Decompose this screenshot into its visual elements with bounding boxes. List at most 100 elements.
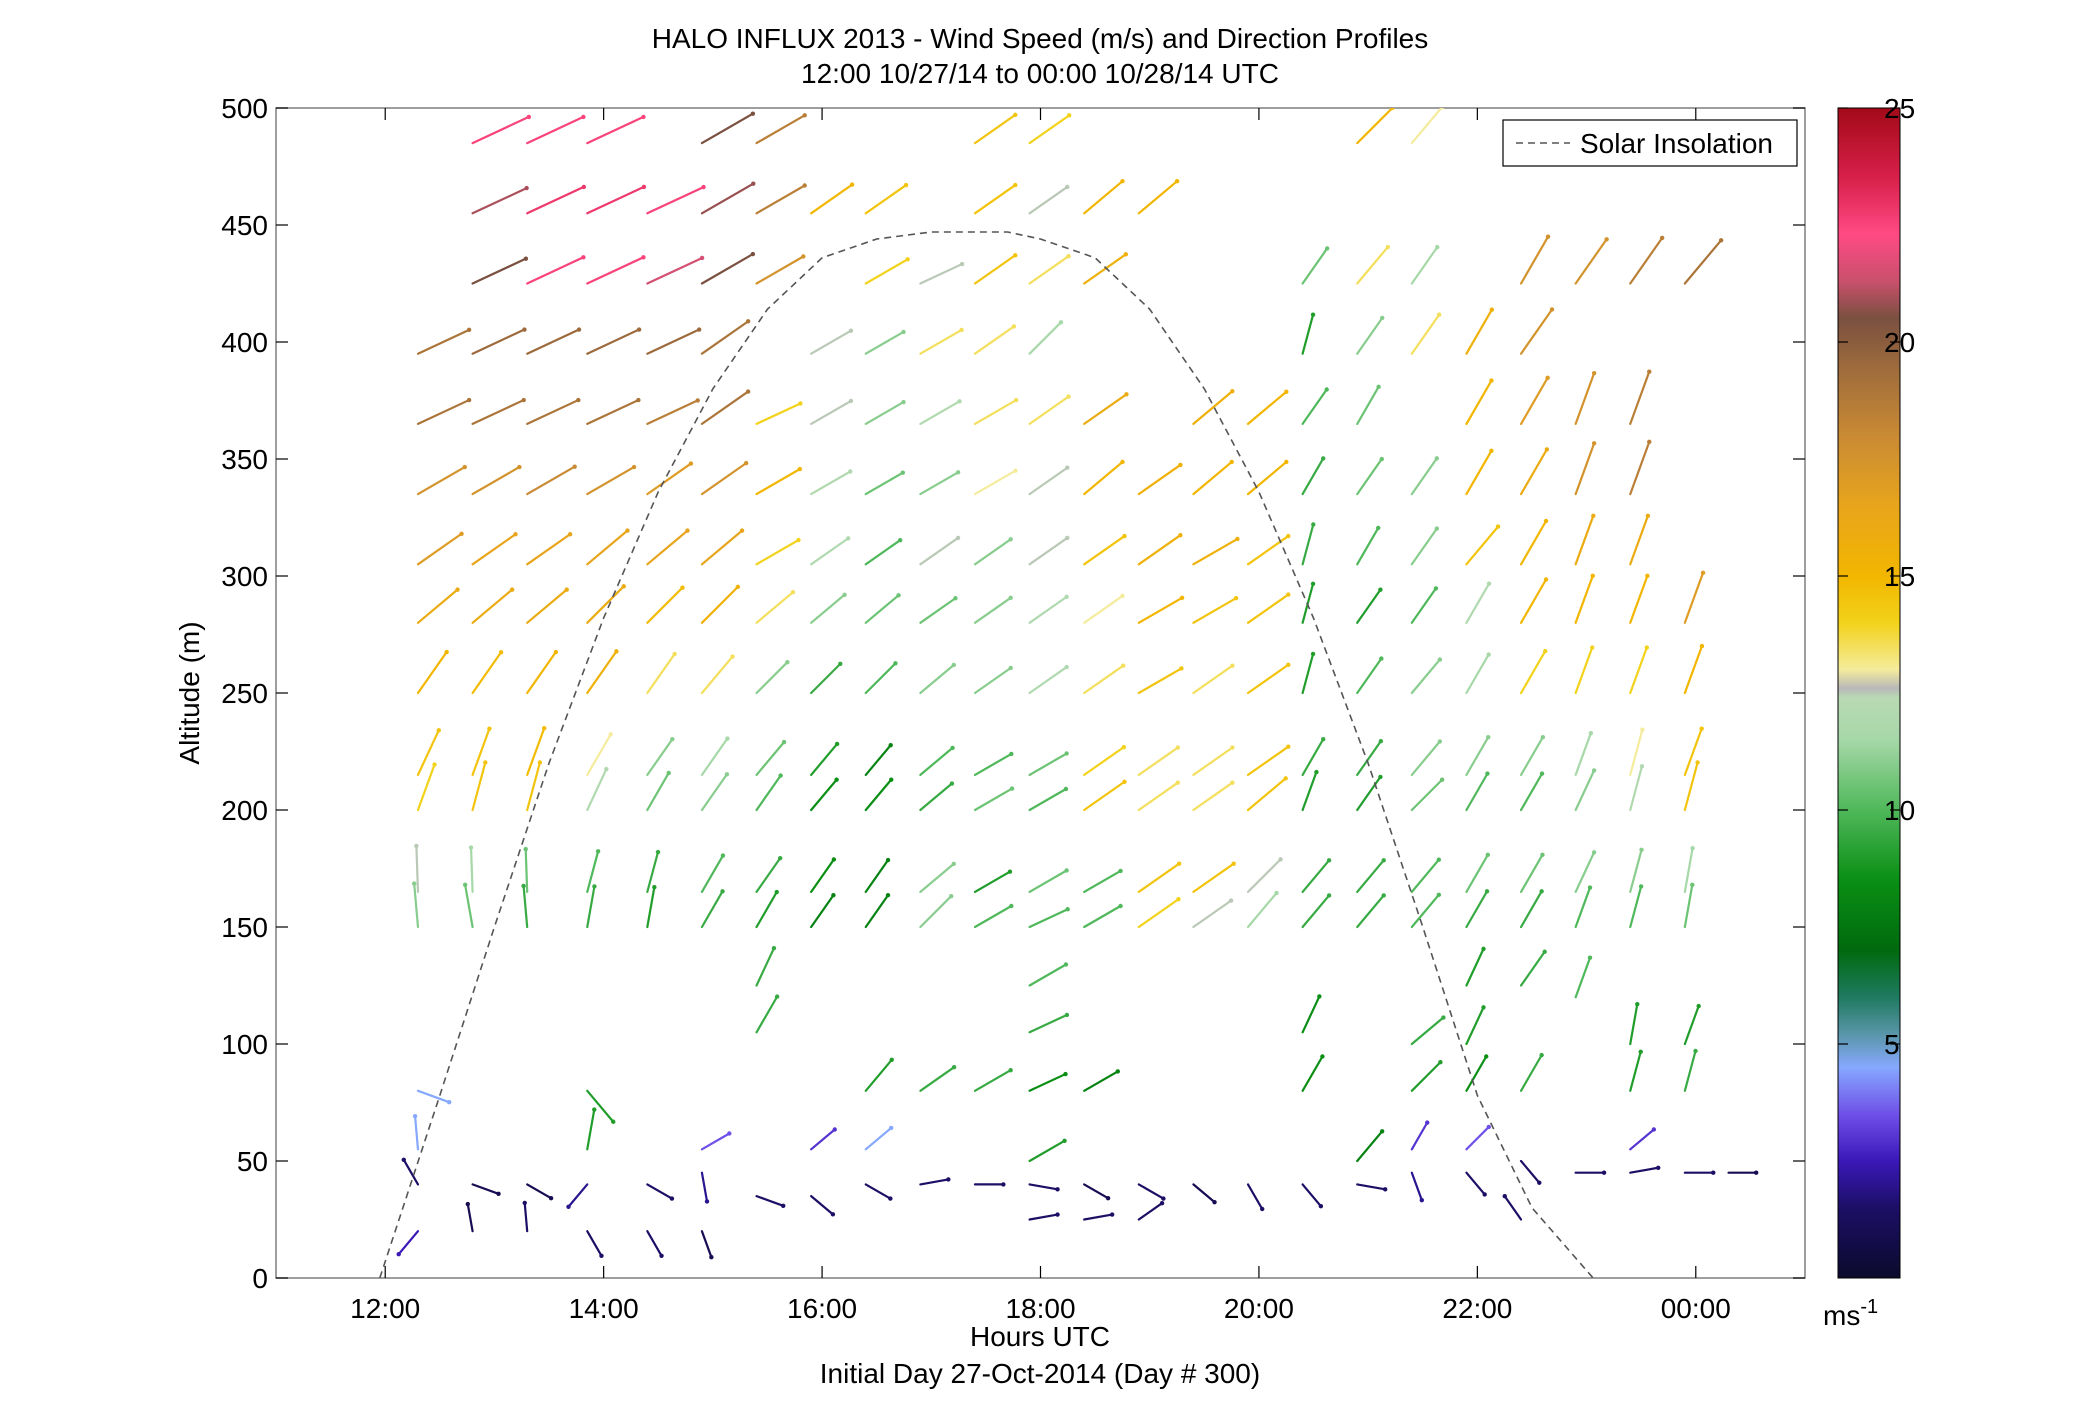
wind-vector [755,590,796,624]
wind-vector [973,112,1018,145]
y-tick-label: 150 [221,912,268,943]
wind-vector [1465,946,1486,987]
wind-vector [755,739,787,777]
wind-vector [1502,1194,1523,1221]
wind-vector [416,531,464,566]
wind-vector [586,766,609,812]
wind-vector [919,535,961,566]
wind-vector [1574,513,1596,566]
wind-vector [700,889,725,929]
wind-vector [646,528,690,566]
wind-vector [465,1201,474,1233]
wind-vector [1192,596,1239,624]
wind-vector [522,1200,529,1233]
wind-vector [1028,113,1072,145]
wind-vector [526,760,543,812]
wind-vector [700,1131,732,1151]
wind-vector [1301,737,1326,777]
wind-vector [1727,1170,1759,1175]
colorbar-tick-label: 20 [1884,327,1915,358]
wind-vector [1192,1183,1217,1205]
wind-vector [1465,1171,1487,1197]
wind-vector [1192,663,1235,695]
wind-vector [1410,857,1442,894]
wind-vector [1683,238,1724,285]
wind-vector [1028,394,1071,425]
wind-vector [1356,893,1386,929]
wind-vector [1519,648,1548,695]
wind-vector [1683,570,1706,624]
wind-vector [864,399,906,425]
wind-vector [586,1230,604,1258]
wind-vector [755,1194,786,1209]
wind-vector [810,741,840,777]
wind-vector [1465,734,1491,777]
wind-vector [1683,643,1705,695]
wind-vector [1356,456,1384,496]
wind-vector [1301,246,1330,285]
wind-vector [526,464,577,496]
wind-vector [471,1183,501,1197]
wind-vector [1410,586,1439,624]
wind-vector [864,893,891,929]
wind-vector [1410,1171,1425,1203]
wind-vector [1629,513,1651,566]
wind-vector [1356,1129,1385,1163]
legend-entry-solar: Solar Insolation [1580,128,1773,159]
wind-vector [416,762,437,812]
wind-vector [810,328,854,355]
wind-vector [1519,307,1555,355]
wind-vector [864,593,901,624]
wind-vector [1356,656,1384,695]
wind-vector [1519,949,1547,987]
wind-vector [1137,1183,1166,1201]
wind-vector [755,855,783,894]
wind-vector [864,661,898,695]
wind-vector [471,327,527,355]
wind-vector [471,760,488,812]
wind-vector [1083,744,1127,777]
y-tick-label: 50 [237,1146,268,1177]
wind-vector [471,464,522,496]
wind-vector [1629,884,1644,929]
colorbar-unit-base: ms [1823,1300,1860,1331]
wind-vector [646,1230,664,1258]
wind-vector [1192,898,1234,929]
wind-vector [1574,885,1593,929]
wind-vector [1683,1003,1701,1046]
wind-vector [864,1057,894,1092]
wind-vector [1028,1183,1060,1192]
y-tick-label: 250 [221,678,268,709]
wind-vector [973,1068,1013,1092]
wind-vector [1629,369,1652,425]
wind-vector [1028,594,1069,624]
wind-vector [1301,312,1316,355]
wind-vector [586,184,647,215]
wind-vector [1574,850,1597,894]
wind-vector [755,401,803,425]
wind-vector [700,772,730,812]
wind-vector [1137,861,1182,894]
colorbar-tick-label: 25 [1884,93,1915,124]
wind-vector [1574,768,1597,812]
wind-vector [1629,847,1644,894]
wind-vector [401,1157,420,1186]
wind-vector [416,1089,452,1105]
wind-vector [1519,1159,1542,1185]
wind-vector [1410,1120,1430,1151]
wind-vector [521,883,529,929]
wind-vector [1356,858,1386,894]
wind-vector [1574,730,1594,777]
wind-vector [1465,889,1490,929]
wind-vector [1356,244,1391,285]
wind-vector [1574,370,1597,425]
wind-vector [973,751,1014,777]
wind-vector [864,329,906,355]
wind-vector [586,1107,597,1151]
wind-vector [1356,525,1381,566]
wind-vector [1519,734,1546,777]
y-tick-label: 300 [221,561,268,592]
colorbar: 5 10 15 20 25 ms-1 [1823,93,1915,1331]
wind-vector [1519,889,1544,929]
wind-vector [1410,456,1440,496]
